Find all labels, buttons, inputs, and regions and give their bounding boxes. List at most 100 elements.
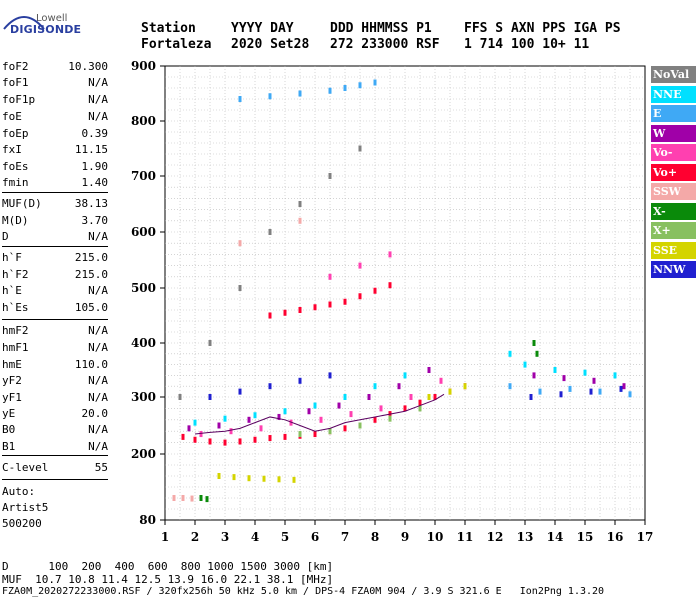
x-tick-label: 9	[401, 530, 409, 544]
param-separator	[2, 246, 108, 247]
data-point	[247, 475, 251, 482]
data-point	[277, 476, 281, 483]
data-point	[448, 388, 452, 395]
param-value: N/A	[88, 374, 108, 387]
data-point	[283, 309, 287, 316]
param-label: yF1	[2, 391, 22, 404]
param-label: foF1p	[2, 93, 36, 106]
header-label-station: Station	[141, 21, 196, 36]
param-row: h`F2 215.0	[2, 268, 108, 284]
data-point	[253, 436, 257, 443]
logo-product: DIGISONDE	[10, 23, 82, 36]
data-point	[277, 413, 281, 420]
legend-item: SSE	[651, 241, 696, 259]
data-point	[559, 391, 563, 398]
param-row: fxI 11.15	[2, 143, 108, 159]
x-tick-label: 15	[577, 530, 594, 544]
legend-item: X-	[651, 202, 696, 220]
legend-item: NoVal	[651, 66, 696, 83]
data-point	[199, 495, 203, 501]
data-point	[598, 388, 602, 395]
data-point	[208, 340, 212, 346]
data-point	[613, 372, 617, 379]
param-label: yF2	[2, 374, 22, 387]
param-separator	[2, 192, 108, 193]
param-label: h`Es	[2, 301, 29, 314]
param-value: 1.90	[81, 160, 109, 173]
data-point	[193, 419, 197, 426]
x-tick-label: 3	[221, 530, 229, 544]
data-point	[532, 372, 536, 379]
data-point	[619, 385, 623, 392]
legend-item: NNE	[651, 85, 696, 103]
data-point	[298, 217, 302, 224]
param-label: MUF(D)	[2, 197, 42, 210]
x-tick-label: 1	[161, 530, 169, 544]
digisonde-logo-arc	[3, 16, 45, 30]
data-point	[313, 402, 317, 409]
param-row: fmin 1.40	[2, 176, 108, 192]
data-point	[397, 383, 401, 390]
x-tick-label: 8	[371, 530, 379, 544]
data-point	[223, 415, 227, 422]
param-row: yF2 N/A	[2, 374, 108, 390]
x-tick-label: 14	[547, 530, 564, 544]
data-point	[298, 377, 302, 384]
data-point	[358, 145, 362, 152]
logo-maker: Lowell	[36, 13, 68, 24]
param-value: 20.0	[81, 407, 109, 420]
data-point	[328, 428, 332, 435]
param-row: foF2 10.300	[2, 60, 108, 76]
y-tick-label: 400	[131, 336, 156, 350]
param-row: hmF2 N/A	[2, 324, 108, 340]
x-tick-label: 4	[251, 530, 259, 544]
trace-line	[194, 393, 445, 435]
data-point	[427, 367, 431, 373]
param-label: yE	[2, 407, 16, 420]
legend-item: Vo+	[651, 163, 696, 181]
y-tick-label: 800	[131, 114, 156, 128]
data-point	[199, 431, 203, 438]
param-separator	[2, 455, 108, 456]
data-point	[328, 273, 332, 280]
data-point	[229, 428, 233, 435]
data-point	[523, 361, 527, 368]
param-label: C-level	[2, 461, 49, 474]
data-point	[223, 439, 227, 446]
x-tick-label: 6	[311, 530, 319, 544]
x-tick-label: 11	[457, 530, 474, 544]
data-point	[343, 85, 347, 91]
param-row: MUF(D) 38.13	[2, 197, 108, 213]
data-point	[259, 425, 263, 432]
header-params: 1 714 100 10+ 11	[464, 37, 590, 52]
footer-muf-row: MUF 10.7 10.8 11.4 12.5 13.9 16.0 22.1 3…	[2, 573, 334, 586]
data-point	[388, 251, 392, 258]
data-point	[268, 93, 272, 100]
param-row: M(D) 3.70	[2, 214, 108, 230]
param-value: 11.15	[74, 143, 108, 156]
data-point	[172, 495, 176, 501]
param-row: yE 20.0	[2, 407, 108, 423]
data-point	[238, 388, 242, 395]
data-point	[238, 285, 242, 291]
header-date: 2020 Set28	[231, 37, 310, 52]
data-point	[208, 394, 212, 400]
footer-file-info: FZA0M_2020272233000.RSF / 320fx256h 50 k…	[2, 586, 605, 597]
data-point	[373, 79, 377, 86]
data-point	[262, 475, 266, 482]
data-point	[337, 402, 341, 409]
param-label: hmE	[2, 358, 22, 371]
header-label-time: DDD HHMMSS P1	[330, 21, 432, 36]
y-tick-label: 200	[131, 447, 156, 461]
data-point	[232, 474, 236, 481]
data-point	[268, 312, 272, 319]
data-point	[583, 369, 587, 376]
header-station: Fortaleza	[141, 37, 212, 52]
param-value: 215.0	[74, 268, 108, 281]
auto-program: Artist5	[2, 501, 49, 514]
param-value: 215.0	[74, 251, 108, 264]
data-point	[427, 394, 431, 400]
data-point	[247, 416, 251, 423]
param-label: hmF2	[2, 324, 29, 337]
param-row: h`E N/A	[2, 284, 108, 300]
